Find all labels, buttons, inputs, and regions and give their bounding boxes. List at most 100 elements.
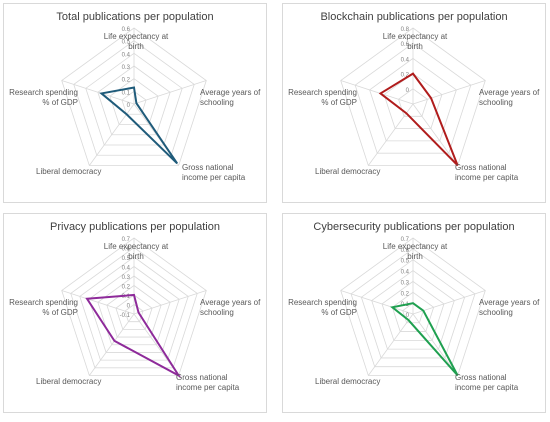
tick-label: 0.6 [401, 248, 410, 254]
grid-ring [350, 248, 476, 368]
tick-label: 0.4 [122, 266, 131, 272]
radar-chart-total: 0 0.1 0.2 0.3 0.4 0.5 0.6 [61, 27, 207, 166]
grid-ring [115, 294, 153, 330]
axis-label-life-expectancy: Life expectancy at birth [382, 32, 448, 51]
grid-ring [360, 259, 466, 359]
axis-label-life-expectancy: Life expectancy at birth [382, 242, 448, 261]
axis-label-gni: Gross national income per capita [182, 163, 246, 182]
chart-title: Cybersecurity publications per populatio… [313, 221, 515, 233]
axis-label-gni: Gross national income per capita [176, 373, 240, 392]
tick-label: 0.4 [401, 57, 410, 63]
tick-label: 0 [127, 304, 131, 310]
axis-label-schooling: Average years of schooling [479, 88, 540, 107]
tick-label: 0.2 [122, 78, 131, 84]
series-line [85, 293, 182, 379]
tick-label: -0.1 [120, 313, 131, 319]
axis-label-life-expectancy: Life expectancy at birth [103, 32, 169, 51]
axis-label-schooling: Average years of schooling [200, 88, 261, 107]
grid-ring [340, 237, 486, 376]
axis-spoke-democracy [89, 313, 135, 376]
tick-label: 0.4 [401, 270, 410, 276]
chart-title: Privacy publications per population [50, 221, 220, 233]
axis-spoke-schooling [412, 80, 486, 105]
axis-spoke-research [61, 290, 135, 315]
grid-ring [369, 57, 457, 142]
radar-chart-privacy: -0.1 0 0.1 0.2 0.3 0.4 0.5 0.6 0.7 [61, 237, 207, 379]
tick-label: 0.8 [401, 27, 410, 33]
tick-label: 0.4 [122, 52, 131, 58]
axis-spoke-democracy [368, 313, 414, 376]
chart-panel-privacy: Privacy publications per population -0.1… [3, 213, 267, 413]
axis-label-democracy: Liberal democracy [315, 377, 381, 386]
axis-label-research: Research spending% of GDP [288, 88, 357, 107]
axis-label-democracy: Liberal democracy [36, 167, 102, 176]
tick-label: 0.3 [122, 275, 131, 281]
tick-label: 0.5 [122, 40, 131, 46]
grid-ring [381, 280, 445, 341]
tick-label: 0 [127, 103, 131, 109]
grid-ring [61, 237, 207, 376]
grid-ring [398, 88, 428, 117]
tick-label: 0.7 [122, 237, 131, 243]
axis-spoke-schooling [133, 80, 207, 105]
axis-label-gni: Gross national income per capita [455, 163, 519, 182]
series-line [99, 86, 179, 165]
axis-spoke-schooling [133, 290, 207, 315]
axis-spoke-gni [412, 313, 458, 376]
tick-label: 0 [406, 88, 410, 94]
tick-label: 0 [406, 313, 410, 319]
radar-chart-cybersecurity: 00.10.20.30.40.50.60.7 [340, 237, 486, 377]
grid-ring [61, 27, 207, 166]
series-line [378, 72, 459, 167]
axis-spoke-schooling [412, 290, 486, 315]
grid-ring [371, 270, 455, 350]
tick-label: 0.3 [401, 280, 410, 286]
axis-spoke-research [340, 80, 414, 105]
axis-label-democracy: Liberal democracy [315, 167, 381, 176]
tick-label: 0.5 [401, 259, 410, 265]
tick-label: 0.6 [122, 27, 131, 33]
tick-label: 0.1 [122, 90, 131, 96]
axis-spoke-gni [412, 103, 458, 166]
axis-label-research: Research spending% of GDP [288, 298, 357, 317]
axis-label-democracy: Liberal democracy [36, 377, 102, 386]
chart-panel-cybersecurity: Cybersecurity publications per populatio… [282, 213, 546, 413]
series-line [390, 302, 459, 377]
axis-spoke-democracy [368, 103, 414, 166]
chart-panel-blockchain: Blockchain publications per population 0… [282, 3, 546, 203]
grid-ring [340, 27, 486, 166]
grid-ring [121, 90, 147, 115]
axis-label-gni: Gross national income per capita [455, 373, 519, 392]
grid-ring [97, 65, 171, 136]
tick-label: 0.2 [401, 291, 410, 297]
tick-label: 0.5 [122, 256, 131, 262]
radar-chart-blockchain: 0 0.2 0.4 0.6 0.8 [340, 27, 486, 167]
axis-label-research: Research spending% of GDP [9, 298, 78, 317]
axis-spoke-research [340, 290, 414, 315]
axis-label-life-expectancy: Life expectancy at birth [103, 242, 169, 261]
grid-ring [354, 42, 472, 154]
tick-label: 0.2 [122, 285, 131, 291]
tick-label: 0.6 [122, 247, 131, 253]
grid-ring [70, 247, 198, 369]
chart-panel-total: Total publications per population 0 0.1 0.… [3, 3, 267, 203]
tick-label: 0.7 [401, 237, 410, 243]
grid-ring [124, 304, 144, 323]
grid-ring [383, 73, 443, 129]
tick-label: 0.3 [122, 65, 131, 71]
tick-label: 0.2 [401, 73, 410, 79]
axis-label-research: Research spending% of GDP [9, 88, 78, 107]
chart-title: Total publications per population [56, 11, 214, 23]
grid-ring [73, 40, 195, 156]
tick-label: 0.1 [122, 294, 131, 300]
chart-title: Blockchain publications per population [320, 11, 508, 23]
grid-ring [79, 256, 189, 361]
tick-label: 0.6 [401, 42, 410, 48]
grid-ring [391, 291, 435, 332]
grid-ring [109, 78, 159, 125]
grid-ring [106, 285, 162, 338]
axis-label-schooling: Average years of schooling [200, 298, 261, 317]
axis-label-schooling: Average years of schooling [479, 298, 540, 317]
grid-ring [85, 52, 183, 146]
axis-spoke-research [61, 80, 135, 105]
